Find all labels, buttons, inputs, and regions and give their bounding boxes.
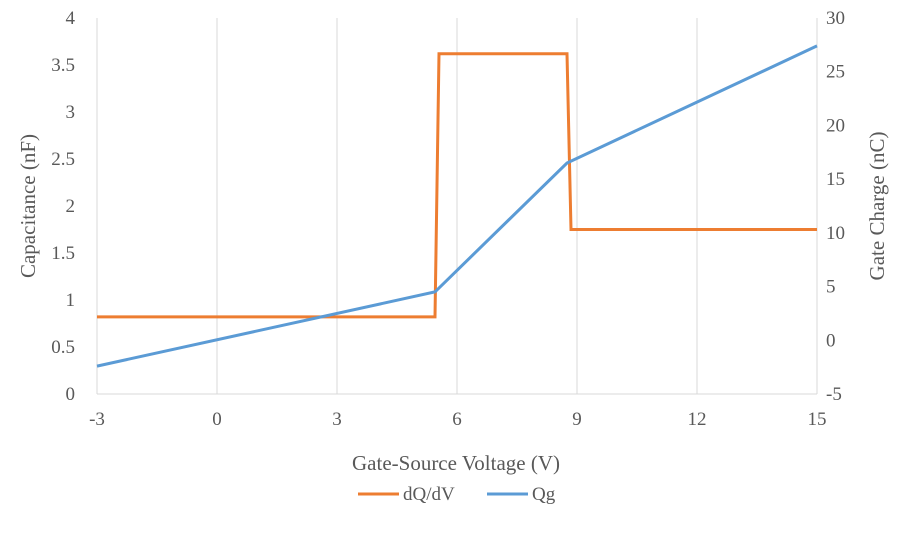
y-right-tick-label: 5 xyxy=(826,277,836,298)
y-left-tick-label: 1 xyxy=(66,290,76,311)
y-right-tick-labels: -5 0 5 10 15 20 25 30 xyxy=(826,8,845,405)
y-left-tick-label: 4 xyxy=(66,8,76,29)
x-tick-label: 9 xyxy=(572,409,582,430)
y-left-tick-label: 0.5 xyxy=(51,337,75,358)
x-tick-labels: -3 0 3 6 9 12 15 xyxy=(89,409,826,430)
series-line-qg xyxy=(96,44,818,368)
legend-label-dq-dv: dQ/dV xyxy=(403,484,455,505)
y-right-axis-title: Gate Charge (nC) xyxy=(865,132,889,281)
y-left-tick-label: 0 xyxy=(66,384,76,405)
y-right-tick-label: 10 xyxy=(826,223,845,244)
y-left-tick-label: 1.5 xyxy=(51,243,75,264)
y-right-tick-label: 25 xyxy=(826,62,845,83)
y-left-tick-label: 3.5 xyxy=(51,55,75,76)
x-tick-label: 15 xyxy=(808,409,827,430)
grid-lines xyxy=(96,18,818,394)
legend-label-qg: Qg xyxy=(532,484,556,505)
x-tick-label: 0 xyxy=(212,409,222,430)
y-right-tick-label: 15 xyxy=(826,169,845,190)
x-axis-title: Gate-Source Voltage (V) xyxy=(352,451,560,475)
series-lines xyxy=(96,44,818,368)
y-right-tick-label: 30 xyxy=(826,8,845,29)
y-left-axis-title: Capacitance (nF) xyxy=(16,134,40,278)
series-line-dq-dv xyxy=(97,52,817,319)
y-right-tick-label: -5 xyxy=(826,384,842,405)
y-right-tick-label: 0 xyxy=(826,330,836,351)
x-tick-label: 3 xyxy=(332,409,342,430)
x-tick-label: 12 xyxy=(688,409,707,430)
x-tick-label: -3 xyxy=(89,409,105,430)
y-left-tick-label: 2 xyxy=(66,196,76,217)
y-right-tick-label: 20 xyxy=(826,115,845,136)
x-tick-label: 6 xyxy=(452,409,462,430)
y-left-tick-labels: 0 0.5 1 1.5 2 2.5 3 3.5 4 xyxy=(51,8,75,405)
legend: dQ/dV Qg xyxy=(358,484,556,505)
y-left-tick-label: 2.5 xyxy=(51,149,75,170)
y-left-tick-label: 3 xyxy=(66,102,76,123)
